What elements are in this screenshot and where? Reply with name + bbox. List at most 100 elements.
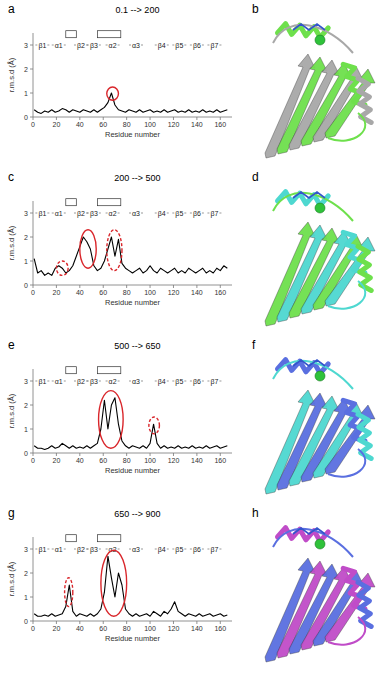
y-tick: [30, 429, 33, 430]
ss-label: α2: [109, 378, 117, 385]
ss-label-bg: [54, 209, 63, 218]
x-tick-label: 160: [214, 457, 226, 464]
ss-label: α1: [55, 42, 63, 49]
ligand: [293, 192, 325, 198]
panel-label: f: [252, 338, 256, 352]
ss-label-bg: [210, 377, 219, 386]
ss-label-bg: [89, 545, 98, 554]
y-tick: [30, 237, 33, 238]
y-tick: [30, 285, 33, 286]
chart-panel: e500 --> 6500123020406080100120140160Res…: [7, 338, 232, 475]
x-axis-label: Residue number: [105, 130, 161, 139]
ss-label-bg: [76, 377, 85, 386]
x-tick: [103, 117, 104, 120]
x-tick-label: 120: [168, 457, 180, 464]
y-tick-label: 0: [24, 114, 28, 121]
x-tick: [33, 621, 34, 624]
ss-label: β2: [77, 210, 85, 218]
ss-label: β1: [38, 42, 46, 50]
highlight-ellipse: [101, 550, 127, 616]
x-tick: [220, 453, 221, 456]
y-tick: [30, 621, 33, 622]
helix: [343, 400, 365, 441]
y-tick-label: 3: [24, 378, 28, 385]
x-tick: [196, 453, 197, 456]
x-tick-label: 60: [99, 625, 107, 632]
chart-title: 200 --> 500: [114, 173, 160, 183]
ss-label-bg: [132, 545, 141, 554]
metal-ion: [315, 35, 325, 45]
y-tick: [30, 549, 33, 550]
ss-box: [97, 31, 120, 38]
ss-label-bg: [38, 41, 47, 50]
x-axis-label: Residue number: [105, 298, 161, 307]
ss-label-bg: [175, 209, 184, 218]
x-tick: [220, 285, 221, 288]
highlight-ellipse: [56, 261, 68, 275]
ss-label-bg: [210, 209, 219, 218]
ss-label-bg: [54, 41, 63, 50]
y-axis: [33, 201, 34, 285]
x-tick-label: 20: [53, 121, 61, 128]
ss-label: α3: [132, 546, 140, 553]
x-tick: [150, 285, 151, 288]
x-tick-label: 100: [144, 625, 156, 632]
ss-label: β1: [38, 210, 46, 218]
loop: [328, 617, 365, 645]
x-axis-label: Residue number: [105, 634, 161, 643]
ss-label-bg: [76, 41, 85, 50]
panel-label: a: [8, 2, 15, 16]
y-tick: [30, 117, 33, 118]
y-axis-label: r.m.s.d (Å): [7, 225, 16, 260]
ss-label-bg: [89, 209, 98, 218]
x-tick: [79, 285, 80, 288]
ss-label-bg: [54, 377, 63, 386]
ss-label: β4: [158, 378, 166, 386]
x-tick: [173, 453, 174, 456]
x-tick: [103, 453, 104, 456]
ss-label: α1: [55, 546, 63, 553]
x-tick-label: 40: [76, 289, 84, 296]
y-tick: [30, 213, 33, 214]
x-tick-label: 0: [31, 625, 35, 632]
ss-label-bg: [38, 545, 47, 554]
ss-label-bg: [54, 545, 63, 554]
x-tick-label: 0: [31, 121, 35, 128]
ss-label: β6: [193, 378, 201, 386]
y-axis-label: r.m.s.d (Å): [7, 393, 16, 428]
y-tick-label: 1: [24, 426, 28, 433]
structure-panel: h: [252, 506, 375, 662]
x-tick-label: 80: [123, 121, 131, 128]
ss-label-bg: [108, 377, 117, 386]
ss-label: β4: [158, 546, 166, 554]
highlight-ellipse: [65, 578, 73, 607]
figure: a0.1 --> 2000123020406080100120140160Res…: [0, 0, 384, 673]
ligand: [293, 528, 325, 534]
loop: [328, 281, 365, 309]
loop: [273, 529, 353, 557]
chart-title: 0.1 --> 200: [116, 5, 160, 15]
x-tick-label: 120: [168, 289, 180, 296]
x-tick: [173, 285, 174, 288]
ss-label: α2: [109, 42, 117, 49]
x-tick-label: 160: [214, 625, 226, 632]
x-tick: [126, 453, 127, 456]
x-tick: [33, 117, 34, 120]
chart-panel: g650 --> 9000123020406080100120140160Res…: [7, 506, 232, 643]
x-axis: [33, 621, 232, 622]
rmsd-line: [34, 237, 227, 275]
y-tick: [30, 453, 33, 454]
ss-box: [66, 31, 77, 38]
y-tick-label: 1: [24, 90, 28, 97]
y-tick: [30, 261, 33, 262]
x-tick: [56, 453, 57, 456]
ss-label-bg: [192, 377, 201, 386]
ss-label-bg: [76, 545, 85, 554]
y-tick: [30, 93, 33, 94]
panel-label: c: [8, 170, 14, 184]
x-tick-label: 140: [191, 289, 203, 296]
loop: [273, 25, 353, 53]
x-tick-label: 160: [214, 289, 226, 296]
ss-label-bg: [192, 545, 201, 554]
ss-label-bg: [157, 209, 166, 218]
